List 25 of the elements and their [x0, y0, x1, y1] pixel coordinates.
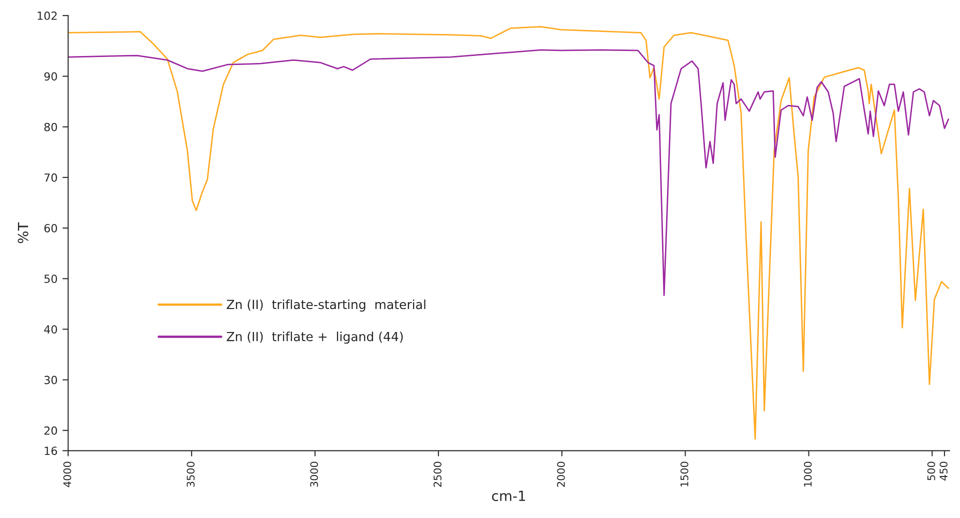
y-tick-label: 30: [44, 376, 58, 384]
x-tick-label: 3000: [310, 462, 318, 487]
x-tick-label: 1500: [680, 462, 688, 486]
x-tick-label: 450: [940, 462, 948, 480]
x-axis-title: cm-1: [492, 490, 526, 502]
x-tick-label: 1000: [804, 462, 812, 486]
y-tick-label: 80: [44, 122, 58, 132]
x-tick-label: 3500: [186, 462, 195, 487]
line-series: [68, 26, 950, 440]
y-axis-title: %T: [18, 222, 28, 244]
y-tick-label: 20: [44, 426, 58, 435]
x-tick-label: 500: [927, 462, 936, 480]
y-tick-label: 60: [44, 224, 58, 232]
legend-label: Zn (II) triflate + ligand (44): [226, 332, 403, 344]
y-tick-label: 102: [38, 12, 57, 20]
y-tick-label: 70: [44, 173, 58, 182]
x-tick-label: 2000: [557, 462, 565, 487]
x-tick-label: 2500: [434, 462, 442, 487]
y-tick-label: 50: [44, 274, 58, 284]
x-tick-label: 4000: [63, 462, 72, 488]
y-tick-label: 16: [44, 446, 58, 456]
y-tick-label: 90: [44, 72, 58, 81]
line-series: [68, 49, 950, 296]
y-tick-label: 40: [44, 325, 58, 334]
legend-label: Zn (II) triflate-starting material: [226, 299, 426, 312]
